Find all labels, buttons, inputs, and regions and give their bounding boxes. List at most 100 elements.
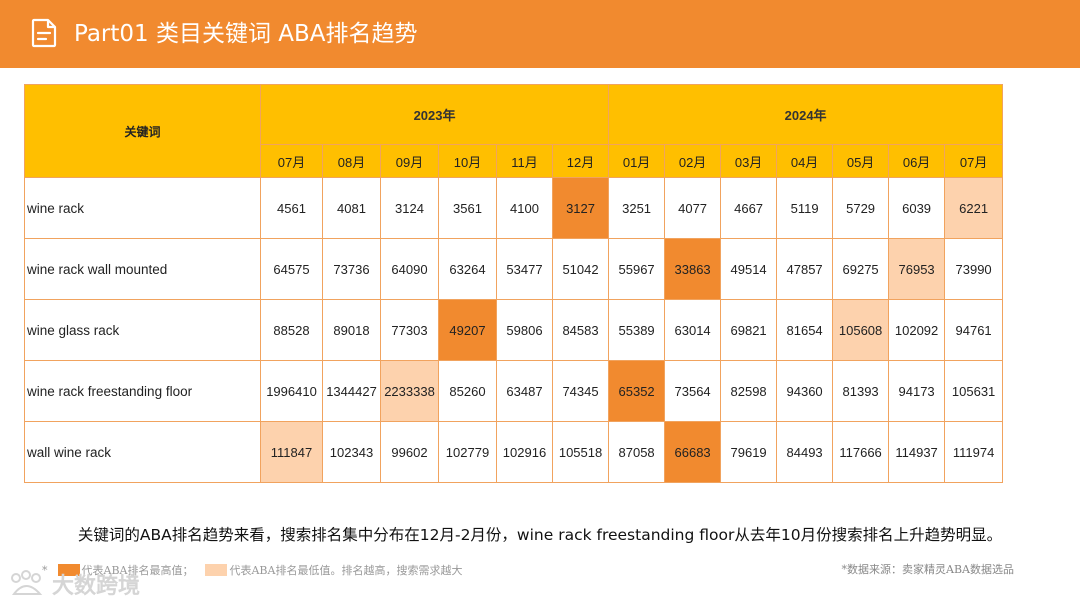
rank-cell-highest: 33863: [664, 238, 722, 300]
rank-cell: 73736: [322, 238, 381, 300]
rank-cell-lowest: 76953: [888, 238, 946, 300]
rank-cell: 59806: [496, 299, 553, 361]
rank-cell: 51042: [551, 238, 610, 300]
rank-cell: 84583: [551, 299, 610, 361]
legend: * 代表ABA排名最高值； 代表ABA排名最低值。排名越高，搜索需求越大: [42, 561, 462, 579]
rank-cell: 69275: [832, 238, 890, 300]
month-header: 01月: [608, 144, 666, 178]
month-header: 06月: [888, 144, 946, 178]
rank-cell: 73564: [664, 360, 722, 422]
month-header: 04月: [776, 144, 834, 178]
rank-cell: 4100: [496, 177, 553, 239]
legend-lowest-text: 代表ABA排名最低值。排名越高，搜索需求越大: [229, 564, 463, 577]
keyword-cell: wall wine rack: [24, 421, 261, 483]
watermark-logo: 大数跨境: [8, 568, 140, 600]
month-header: 05月: [832, 144, 890, 178]
rank-cell: 3251: [608, 177, 666, 239]
rank-cell: 53477: [496, 238, 553, 300]
rank-cell: 105631: [944, 360, 1004, 422]
rank-cell: 117666: [832, 421, 890, 483]
rank-cell: 88528: [260, 299, 323, 361]
rank-cell-lowest: 6221: [944, 177, 1004, 239]
rank-cell: 64090: [380, 238, 439, 300]
month-header: 09月: [380, 144, 439, 178]
rank-cell: 3124: [380, 177, 439, 239]
rank-cell: 6039: [888, 177, 946, 239]
rank-cell: 69821: [720, 299, 778, 361]
rank-cell: 3561: [438, 177, 497, 239]
rank-cell: 63264: [438, 238, 497, 300]
rank-cell: 82598: [720, 360, 778, 422]
month-header: 03月: [720, 144, 778, 178]
watermark-text: 大数跨境: [52, 573, 141, 598]
rank-cell: 73990: [944, 238, 1004, 300]
keyword-cell: wine rack wall mounted: [24, 238, 261, 300]
rank-cell: 102779: [438, 421, 497, 483]
rank-cell: 74345: [551, 360, 610, 422]
rank-cell-lowest: 111847: [260, 421, 323, 483]
page-title: Part01 类目关键词 ABA排名趋势: [74, 21, 418, 47]
rank-cell: 89018: [322, 299, 381, 361]
paw-logo-icon: [11, 570, 43, 595]
legend-lowest-swatch: [205, 564, 228, 576]
keyword-cell: wine rack: [24, 177, 261, 239]
table-row: wine glass rack 88528 89018 77303 49207 59806…: [24, 299, 1004, 361]
rank-cell: 94360: [776, 360, 834, 422]
rank-cell: 55389: [608, 299, 666, 361]
keyword-cell: wine rack freestanding floor: [24, 360, 261, 422]
month-header: 08月: [322, 144, 381, 178]
rank-cell-lowest: 105608: [832, 299, 890, 361]
month-header: 12月: [551, 144, 610, 178]
aba-ranking-table: 关键词 2023年 2024年 07月 08月 09月 10月 11月 12月 01月 02月 03月…: [24, 84, 1004, 483]
rank-cell: 4081: [322, 177, 381, 239]
year-header: 2023年: [259, 84, 610, 145]
rank-cell-highest: 65352: [608, 360, 666, 422]
keyword-cell: wine glass rack: [24, 299, 261, 361]
rank-cell: 81393: [832, 360, 890, 422]
legend-star: *: [42, 563, 48, 577]
rank-cell: 94761: [944, 299, 1004, 361]
rank-cell: 99602: [380, 421, 439, 483]
rank-cell: 77303: [380, 299, 439, 361]
rank-cell: 81654: [776, 299, 834, 361]
data-source-note: *数据来源：卖家精灵ABA数据选品: [841, 563, 1014, 576]
legend-highest-swatch: [57, 564, 80, 576]
keyword-column-header: 关键词: [24, 84, 261, 178]
rank-cell: 102092: [888, 299, 946, 361]
rank-cell: 87058: [608, 421, 666, 483]
table-row: wine rack 4561 4081 3124 3561 4100 3127 3251 407…: [24, 177, 1004, 239]
rank-cell: 79619: [720, 421, 778, 483]
document-icon: [31, 18, 57, 48]
table-row: wine rack freestanding floor 1996410 13444…: [24, 360, 1004, 422]
rank-cell: 85260: [438, 360, 497, 422]
summary-text: 关键词的ABA排名趋势来看，搜索排名集中分布在12月-2月份，wine rack…: [77, 526, 1003, 544]
month-header: 07月: [944, 144, 1004, 178]
rank-cell-lowest: 2233338: [380, 360, 439, 422]
rank-cell: 49514: [720, 238, 778, 300]
rank-cell: 102916: [496, 421, 553, 483]
rank-cell: 4667: [720, 177, 778, 239]
rank-cell: 4077: [664, 177, 722, 239]
month-header: 02月: [664, 144, 722, 178]
rank-cell: 105518: [551, 421, 610, 483]
page-header: Part01 类目关键词 ABA排名趋势: [0, 0, 1080, 68]
month-header: 10月: [438, 144, 497, 178]
table-row: wine rack wall mounted 64575 73736 64090 632…: [24, 238, 1004, 300]
rank-cell: 114937: [888, 421, 946, 483]
rank-cell-highest: 49207: [438, 299, 497, 361]
rank-cell: 4561: [260, 177, 323, 239]
rank-cell: 47857: [776, 238, 834, 300]
rank-cell: 55967: [608, 238, 666, 300]
month-header: 11月: [496, 144, 553, 178]
rank-cell: 94173: [888, 360, 946, 422]
rank-cell: 5729: [832, 177, 890, 239]
legend-highest-text: 代表ABA排名最高值；: [81, 564, 194, 577]
rank-cell: 5119: [776, 177, 834, 239]
rank-cell-highest: 3127: [551, 177, 610, 239]
table-row: wall wine rack 111847 102343 99602 102779 102…: [24, 421, 1004, 483]
rank-cell: 84493: [776, 421, 834, 483]
rank-cell-highest: 66683: [664, 421, 722, 483]
month-header: 07月: [260, 144, 323, 178]
rank-cell: 1344427: [322, 360, 381, 422]
rank-cell: 64575: [260, 238, 323, 300]
